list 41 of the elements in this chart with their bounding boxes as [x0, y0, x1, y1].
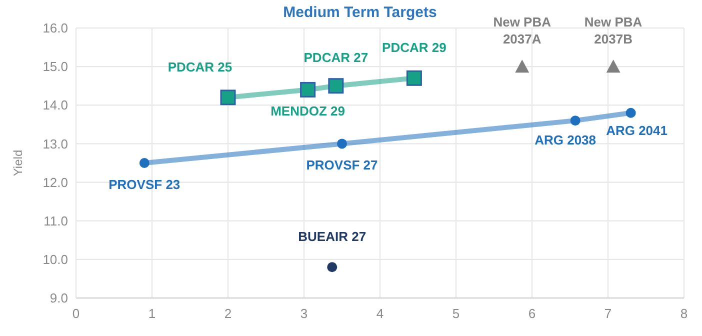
x-tick-label: 7 [604, 306, 612, 321]
point [570, 116, 580, 126]
y-tick-label: 14.0 [42, 98, 68, 113]
point [515, 60, 530, 73]
point [406, 70, 422, 86]
x-tick-label: 3 [300, 306, 308, 321]
y-tick-label: 12.0 [42, 174, 68, 190]
point [606, 60, 620, 73]
annotation: ARG 2041 [606, 122, 668, 138]
annotation: ARG 2038 [534, 132, 596, 148]
y-tick-label: 10.0 [42, 252, 68, 267]
annotation: PDCAR 25 [168, 59, 232, 74]
chart-title: Medium Term Targets [283, 4, 437, 21]
x-tick-label: 0 [72, 306, 80, 321]
point [300, 82, 316, 98]
x-tick-label: 2 [224, 306, 232, 321]
point [220, 90, 236, 106]
x-tick-label: 5 [452, 306, 460, 321]
x-tick-label: 4 [376, 306, 384, 321]
annotation: New PBA 2037B [584, 14, 643, 47]
annotation: PROVSF 23 [108, 177, 180, 192]
y-axis-title: Yield [11, 150, 25, 176]
y-tick-label: 15.0 [42, 59, 68, 74]
x-tick-label: 1 [148, 306, 156, 321]
annotation: PDCAR 27 [304, 50, 368, 65]
annotation: PROVSF 27 [306, 158, 378, 173]
x-tick-label: 8 [680, 306, 688, 321]
point [327, 262, 338, 272]
annotation: MENDOZ 29 [270, 104, 346, 119]
y-tick-label: 9.0 [50, 290, 68, 306]
point [328, 78, 344, 94]
point [337, 138, 347, 149]
annotation: BUEAIR 27 [298, 229, 366, 244]
point [139, 158, 150, 168]
point [626, 108, 636, 118]
annotation: PDCAR 29 [382, 40, 446, 56]
annotation: New PBA 2037A [493, 14, 552, 47]
y-tick-label: 11.0 [44, 213, 68, 228]
x-tick-label: 6 [528, 306, 536, 321]
y-tick-label: 16.0 [42, 20, 68, 36]
y-tick-label: 13.0 [42, 136, 68, 152]
